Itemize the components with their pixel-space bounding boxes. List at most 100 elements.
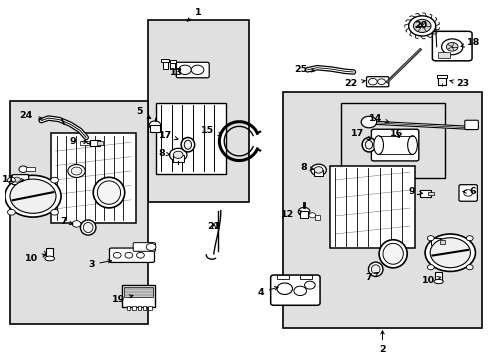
Bar <box>439 240 445 244</box>
Circle shape <box>463 190 471 196</box>
Ellipse shape <box>184 140 191 149</box>
Bar <box>26 167 35 171</box>
Circle shape <box>412 19 430 32</box>
Circle shape <box>51 177 58 183</box>
Text: 3: 3 <box>88 260 111 269</box>
Ellipse shape <box>45 256 55 261</box>
Bar <box>430 238 440 245</box>
Circle shape <box>293 286 306 296</box>
Bar <box>147 20 249 202</box>
Bar <box>80 141 88 145</box>
Ellipse shape <box>373 136 383 154</box>
Text: 22: 22 <box>344 79 365 88</box>
Text: 17: 17 <box>158 131 178 140</box>
Bar <box>137 306 141 310</box>
Bar <box>314 215 319 220</box>
Circle shape <box>314 167 322 173</box>
Text: 8: 8 <box>300 163 313 172</box>
Bar <box>437 52 449 58</box>
Bar <box>341 103 445 178</box>
Circle shape <box>169 148 186 161</box>
Circle shape <box>51 210 58 215</box>
FancyBboxPatch shape <box>12 175 29 185</box>
Bar <box>276 275 288 279</box>
Text: 17: 17 <box>350 130 370 140</box>
Circle shape <box>10 179 56 213</box>
Ellipse shape <box>93 177 124 208</box>
Circle shape <box>173 151 183 158</box>
Bar <box>283 92 481 328</box>
Ellipse shape <box>181 138 194 152</box>
Text: 20: 20 <box>413 21 426 30</box>
Text: 19: 19 <box>111 295 133 304</box>
FancyBboxPatch shape <box>464 120 477 130</box>
Bar <box>150 125 160 132</box>
Circle shape <box>427 265 433 270</box>
Bar <box>437 77 445 85</box>
Text: 5: 5 <box>136 107 150 118</box>
Circle shape <box>466 236 472 241</box>
Bar <box>156 103 225 174</box>
Ellipse shape <box>433 279 442 284</box>
FancyBboxPatch shape <box>370 129 418 161</box>
Bar <box>132 306 135 310</box>
Text: 7: 7 <box>60 217 73 226</box>
Text: 6: 6 <box>462 187 475 196</box>
Circle shape <box>361 116 376 128</box>
Bar <box>169 60 175 63</box>
Circle shape <box>178 65 191 75</box>
Bar <box>89 140 100 146</box>
Text: 8: 8 <box>158 149 170 158</box>
Circle shape <box>427 236 433 241</box>
Text: 16: 16 <box>389 130 402 139</box>
Circle shape <box>298 207 309 216</box>
FancyBboxPatch shape <box>270 275 320 305</box>
FancyBboxPatch shape <box>176 62 209 78</box>
Bar <box>127 306 130 310</box>
Bar <box>163 61 167 69</box>
Circle shape <box>191 65 203 75</box>
Bar <box>173 155 183 162</box>
Text: 10: 10 <box>421 276 440 284</box>
Circle shape <box>276 283 292 294</box>
Circle shape <box>113 252 121 258</box>
Circle shape <box>466 265 472 270</box>
Text: 7: 7 <box>365 273 377 282</box>
Bar <box>46 248 53 258</box>
Ellipse shape <box>83 222 93 233</box>
Bar <box>51 133 135 223</box>
Text: 10: 10 <box>25 254 45 263</box>
Circle shape <box>125 252 132 258</box>
Circle shape <box>136 252 144 258</box>
Bar <box>329 166 414 248</box>
Text: 14: 14 <box>368 114 388 123</box>
Text: 11: 11 <box>2 175 24 184</box>
Bar <box>10 101 147 324</box>
Circle shape <box>441 39 462 55</box>
Bar <box>124 287 153 297</box>
Ellipse shape <box>407 136 416 154</box>
Circle shape <box>68 165 85 177</box>
Circle shape <box>149 121 161 130</box>
Ellipse shape <box>378 240 407 268</box>
Ellipse shape <box>362 138 375 152</box>
Text: 4: 4 <box>257 287 278 297</box>
Bar <box>427 192 433 195</box>
Circle shape <box>7 210 15 215</box>
Ellipse shape <box>368 262 382 276</box>
Text: 25: 25 <box>294 65 314 74</box>
Bar <box>300 275 312 279</box>
Circle shape <box>368 78 376 85</box>
Bar <box>436 75 446 78</box>
Circle shape <box>408 16 435 36</box>
Text: 9: 9 <box>408 187 422 196</box>
Text: 12: 12 <box>281 210 302 219</box>
Circle shape <box>7 177 15 183</box>
Text: 21: 21 <box>207 222 220 231</box>
Ellipse shape <box>80 220 96 235</box>
FancyBboxPatch shape <box>109 248 154 262</box>
Bar <box>161 59 169 62</box>
Bar <box>148 306 151 310</box>
Ellipse shape <box>382 243 403 264</box>
Text: 15: 15 <box>201 126 221 135</box>
